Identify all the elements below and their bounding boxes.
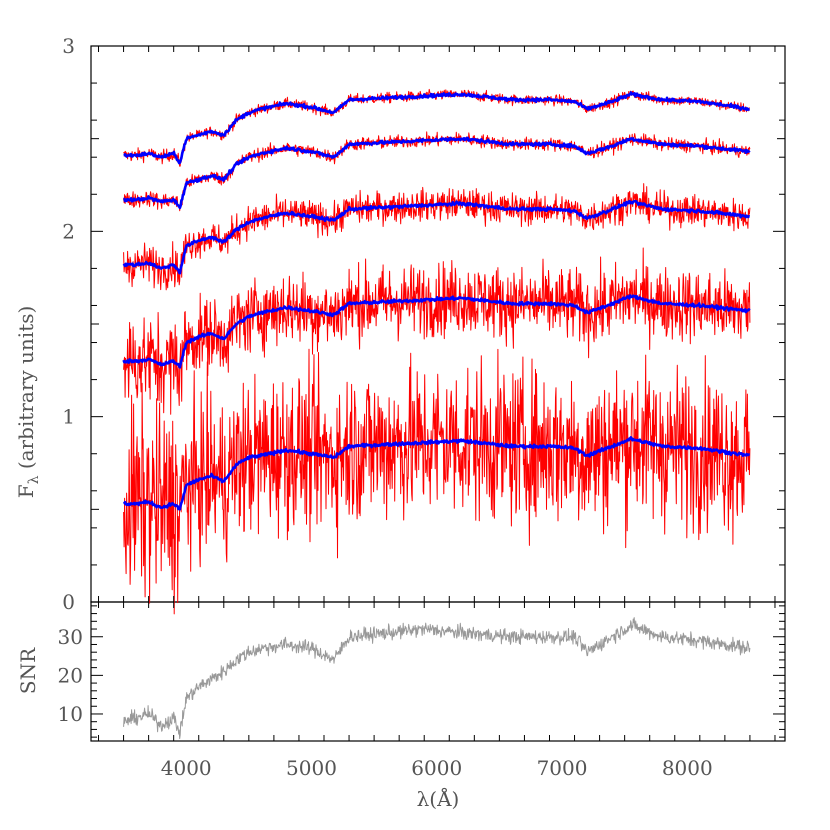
x-tick-label: 4000 xyxy=(161,756,212,780)
main-y-axis-title-rest: (arbitrary units) xyxy=(14,306,38,476)
model-spectrum-5 xyxy=(122,436,751,511)
main-y-axis-title-main: F xyxy=(14,484,38,498)
axis-ticks xyxy=(91,45,785,741)
snr-panel-frame xyxy=(90,601,786,742)
noisy-spectrum-5 xyxy=(123,348,751,615)
x-tick-label: 6000 xyxy=(411,756,462,780)
noisy-spectrum-4 xyxy=(123,247,751,415)
noisy-spectrum-3 xyxy=(123,183,751,291)
main-y-tick-label: 1 xyxy=(62,405,75,429)
x-tick-label: 7000 xyxy=(537,756,588,780)
axis-tick-labels: 4000 5000 6000 7000 8000 0 1 2 3 10 20 30 xyxy=(58,34,713,780)
x-tick-label: 8000 xyxy=(662,756,713,780)
x-axis-title: λ(Å) xyxy=(417,786,460,811)
model-spectrum-2 xyxy=(123,136,751,210)
snr-y-axis-title: SNR xyxy=(16,647,40,694)
main-y-axis-title-subscript: λ xyxy=(26,475,42,484)
snr-y-tick-label: 20 xyxy=(58,663,83,687)
snr-plot-area xyxy=(123,617,751,740)
main-y-tick-label: 2 xyxy=(62,219,75,243)
model-spectrum-4 xyxy=(122,294,751,369)
model-spectrum-1 xyxy=(123,91,751,165)
snr-y-tick-label: 30 xyxy=(58,625,83,649)
main-y-tick-label: 0 xyxy=(62,590,75,614)
model-spectrum-3 xyxy=(122,199,751,275)
main-y-axis-title: Fλ (arbitrary units) xyxy=(14,306,42,499)
main-plot-area xyxy=(122,88,751,615)
x-tick-label: 5000 xyxy=(286,756,337,780)
snr-y-tick-label: 10 xyxy=(58,702,83,726)
snr-curve xyxy=(123,617,751,740)
main-y-tick-label: 3 xyxy=(62,34,75,58)
